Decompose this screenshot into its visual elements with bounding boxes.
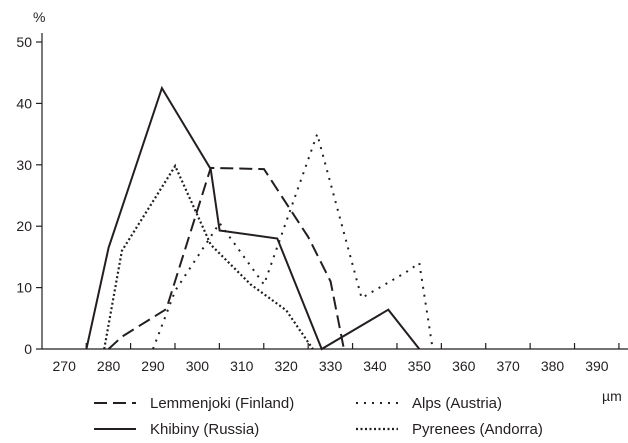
y-axis-unit-label: %	[33, 9, 45, 25]
x-tick-label: 370	[496, 358, 520, 374]
x-axis-unit-label: µm	[602, 388, 622, 404]
y-tick-label: 10	[16, 280, 32, 296]
y-tick-label: 30	[16, 157, 32, 173]
legend-label-alps: Alps (Austria)	[412, 395, 502, 412]
x-tick-label: 270	[53, 358, 77, 374]
y-tick-label: 0	[24, 341, 32, 357]
x-tick-label: 300	[186, 358, 210, 374]
x-tick-label: 340	[363, 358, 387, 374]
x-tick-label: 290	[141, 358, 165, 374]
y-tick-label: 50	[16, 34, 32, 50]
legend-label-khibiny: Khibiny (Russia)	[150, 421, 259, 438]
x-tick-label: 310	[230, 358, 254, 374]
legend-label-pyrenees: Pyrenees (Andorra)	[412, 421, 543, 438]
y-tick-label: 20	[16, 218, 32, 234]
plot-area: 0 10 20 30 40 50 270 280 290 300 310 320 330 340 350 3…	[16, 33, 628, 374]
x-ticks: 270 280 290 300 310 320 330 340 350 360 370 380 390	[53, 343, 620, 374]
x-tick-label: 350	[408, 358, 432, 374]
x-tick-label: 380	[541, 358, 565, 374]
x-tick-label: 280	[97, 358, 121, 374]
legend-label-lemmenjoki: Lemmenjoki (Finland)	[150, 395, 294, 412]
x-tick-label: 360	[452, 358, 476, 374]
series-line-khibiny	[85, 85, 421, 351]
y-ticks: 0 10 20 30 40 50	[16, 34, 42, 357]
series-group	[85, 85, 434, 351]
x-tick-label: 320	[274, 358, 298, 374]
x-tick-label: 390	[585, 358, 609, 374]
legend: Lemmenjoki (Finland) Alps (Austria) Khibin…	[94, 395, 543, 438]
series-line-pyrenees	[103, 163, 314, 350]
series-line-alps	[152, 130, 434, 350]
series-line-lemmenjoki	[107, 166, 345, 350]
y-tick-label: 40	[16, 95, 32, 111]
x-tick-label: 330	[319, 358, 343, 374]
